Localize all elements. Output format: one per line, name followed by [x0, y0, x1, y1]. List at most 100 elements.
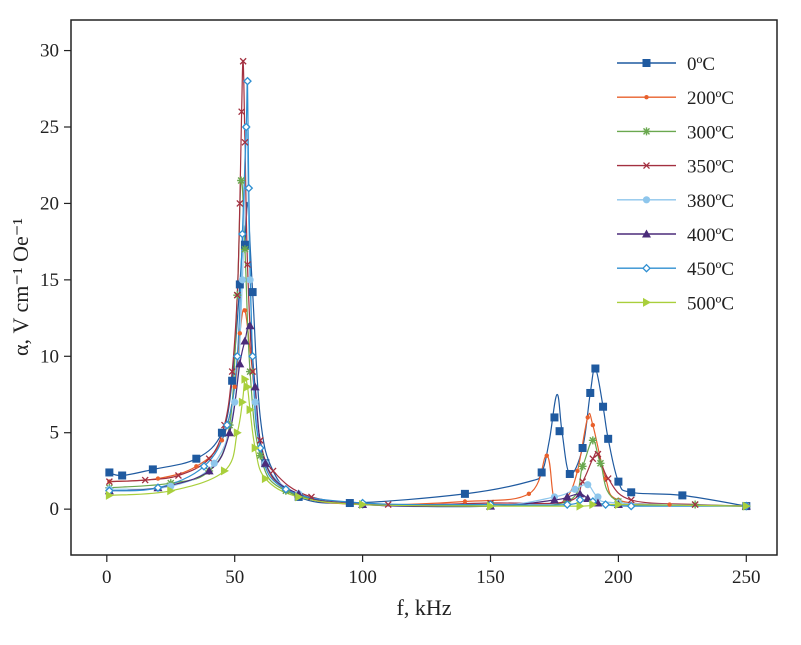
data-point — [249, 368, 257, 376]
series-lines — [109, 60, 747, 508]
data-point — [256, 451, 265, 460]
data-point — [571, 485, 579, 493]
data-point — [248, 351, 258, 361]
data-point — [236, 199, 244, 207]
data-point — [255, 443, 265, 453]
legend-label: 400ºC — [687, 225, 734, 246]
legend-label: 380ºC — [687, 191, 734, 212]
x-tick-label: 0 — [102, 567, 112, 588]
x-axis-title: f, kHz — [397, 595, 452, 620]
data-point — [599, 402, 608, 411]
data-point — [562, 492, 572, 501]
series-line-6 — [109, 78, 747, 507]
x-tick-label: 100 — [348, 567, 377, 588]
data-point — [233, 291, 241, 299]
legend-marker — [643, 297, 651, 307]
data-point — [590, 422, 596, 428]
data-point — [359, 500, 368, 510]
data-point — [192, 454, 201, 463]
data-point — [232, 384, 237, 390]
series-line-3 — [109, 60, 747, 507]
data-point — [237, 229, 247, 239]
data-point — [667, 502, 672, 507]
data-point — [589, 500, 598, 510]
data-point — [269, 467, 277, 475]
data-point — [565, 469, 574, 478]
data-point — [225, 428, 235, 437]
data-point — [555, 427, 564, 436]
data-point — [549, 495, 559, 504]
data-point — [248, 288, 257, 297]
data-point — [241, 374, 250, 384]
data-point — [627, 496, 635, 504]
data-point — [228, 368, 236, 376]
data-point — [251, 398, 259, 406]
y-tick-label: 0 — [50, 499, 60, 520]
data-point — [261, 474, 270, 484]
data-point — [588, 436, 597, 445]
data-point — [148, 465, 157, 474]
data-point — [194, 464, 199, 469]
data-point — [583, 493, 593, 502]
data-point — [384, 501, 392, 509]
legend-marker — [643, 162, 650, 170]
series-line-5 — [109, 323, 747, 508]
legend-marker — [642, 196, 651, 204]
data-point — [594, 493, 602, 501]
data-point — [604, 434, 613, 443]
data-point — [604, 475, 612, 483]
data-point — [231, 398, 239, 406]
data-point — [240, 245, 249, 254]
data-point — [238, 276, 246, 284]
data-point — [217, 428, 226, 437]
data-point — [167, 486, 176, 496]
data-point — [586, 388, 595, 397]
data-point — [550, 413, 559, 422]
data-point — [578, 462, 587, 471]
legend: 0ºC 200ºC 300ºC 350ºC 380ºC 400ºC 450ºC 500ºC — [617, 54, 734, 314]
data-point — [562, 500, 572, 509]
data-point — [614, 500, 623, 510]
legend-label: 350ºC — [687, 157, 734, 178]
data-point — [240, 240, 249, 249]
data-point — [256, 436, 264, 444]
data-point — [742, 501, 751, 511]
data-point — [251, 443, 260, 453]
y-tick-label: 20 — [40, 193, 59, 214]
legend-marker — [642, 263, 651, 273]
x-tick-label: 50 — [225, 567, 244, 588]
data-point — [250, 382, 260, 391]
data-point — [584, 481, 592, 489]
data-point — [596, 459, 605, 468]
legend-marker — [642, 229, 651, 238]
ticks: 0 50 100 150 200 250 0 5 10 15 20 25 30 — [40, 41, 761, 588]
data-point — [575, 468, 580, 474]
y-tick-label: 30 — [40, 41, 59, 62]
data-point — [626, 501, 636, 511]
data-point — [585, 415, 590, 420]
x-tick-label: 200 — [604, 567, 633, 588]
data-point — [243, 76, 252, 86]
data-point — [153, 483, 163, 493]
data-point — [246, 405, 255, 415]
data-point — [244, 261, 251, 269]
data-point — [238, 397, 247, 407]
legend-label: 500ºC — [687, 293, 734, 314]
data-point — [235, 359, 245, 368]
legend-label: 0ºC — [687, 54, 715, 75]
x-tick-label: 250 — [732, 567, 761, 588]
y-tick-label: 25 — [40, 117, 59, 138]
data-point — [244, 183, 254, 193]
x-tick-label: 150 — [476, 567, 505, 588]
data-point — [246, 276, 254, 284]
data-point — [205, 455, 213, 463]
data-point — [141, 476, 149, 484]
data-point — [295, 492, 304, 502]
data-point — [235, 280, 244, 289]
data-point — [614, 477, 623, 486]
data-point — [238, 108, 246, 116]
data-point — [576, 501, 585, 511]
legend-marker — [642, 59, 651, 67]
data-point — [691, 501, 699, 509]
